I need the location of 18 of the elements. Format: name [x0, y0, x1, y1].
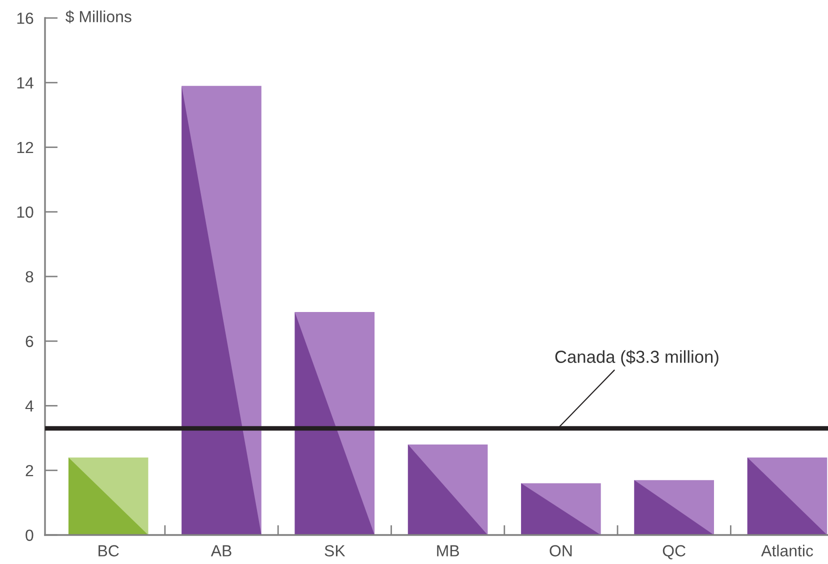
x-tick-label: MB — [437, 545, 459, 556]
x-tick-label: BC — [98, 545, 119, 556]
y-axis-title: $ Millions — [66, 10, 132, 24]
y-tick-label: 14 — [17, 77, 34, 88]
y-tick-label: 10 — [17, 206, 34, 218]
y-tick-label: 2 — [26, 465, 34, 476]
y-tick-label: 16 — [17, 12, 34, 24]
y-tick-label: 6 — [26, 336, 34, 348]
y-tick-label: 4 — [25, 400, 34, 412]
x-tick-label: Atlantic — [761, 544, 814, 556]
x-tick-label: QC — [662, 545, 686, 560]
ref-line-label: Canada ($3.3 million) — [555, 350, 718, 366]
y-tick-label: 12 — [17, 142, 34, 154]
x-tick-label: ON — [550, 545, 572, 556]
x-tick-label: AB — [210, 545, 232, 556]
y-tick-label: 8 — [26, 271, 34, 282]
y-tick-label: 0 — [26, 530, 34, 541]
x-tick-label: SK — [324, 545, 346, 556]
